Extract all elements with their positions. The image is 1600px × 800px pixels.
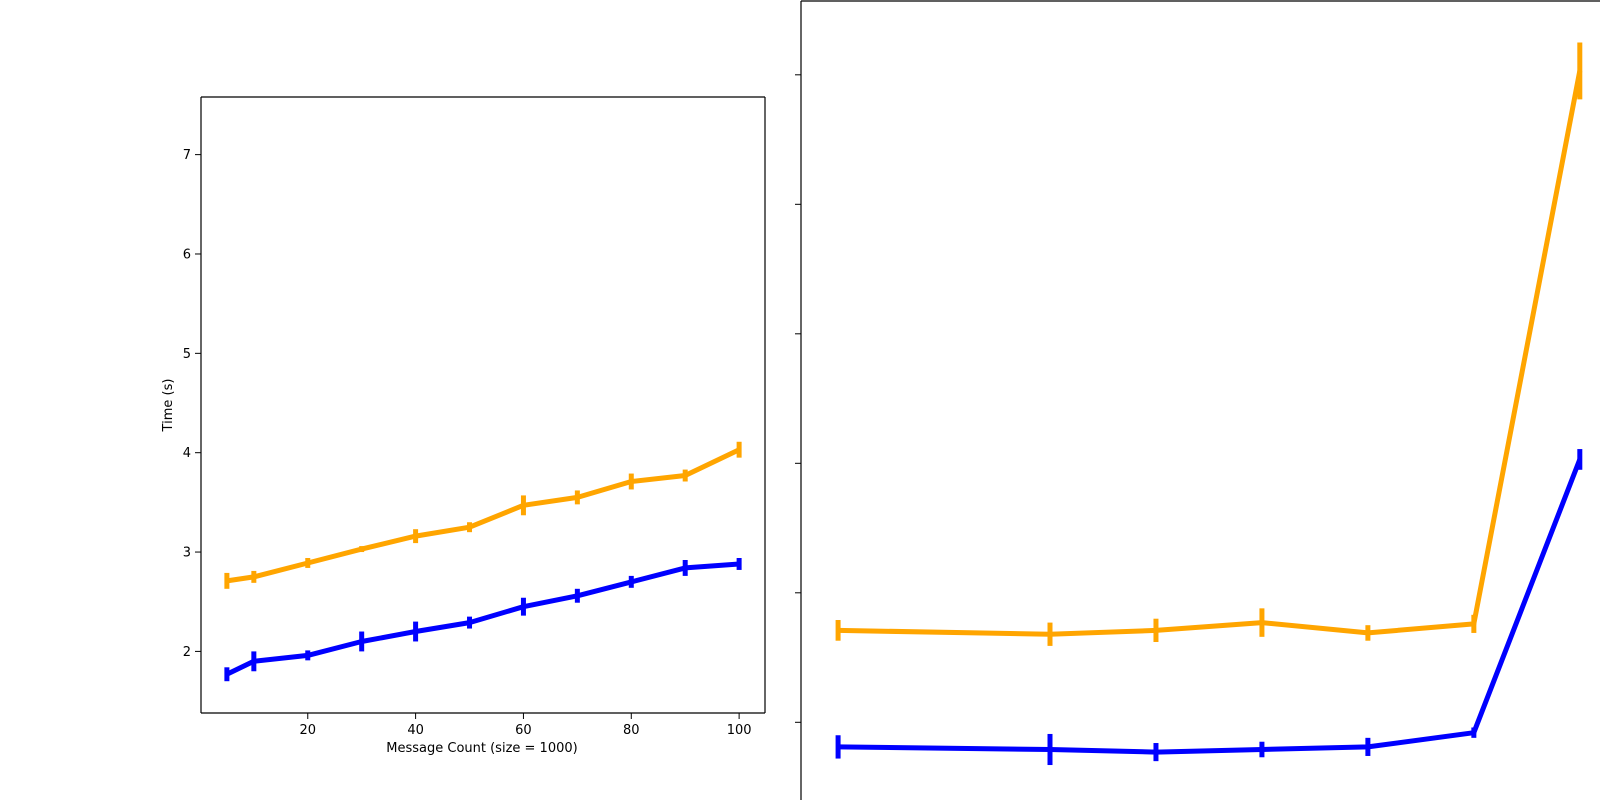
x-axis-label: Message Count (size = 1000) [386, 741, 577, 756]
x-tick-label-1: 40 [407, 723, 424, 738]
y-tick-label-1: 3 [183, 546, 191, 561]
series-1-line [838, 458, 1583, 755]
y-tick-label-0: 2 [183, 645, 191, 660]
x-tick-label-2: 60 [515, 723, 532, 738]
y-tick-label-2: 4 [183, 446, 191, 461]
right-chart [795, 0, 1600, 800]
series-1-line [225, 561, 740, 677]
series-0-line [838, 70, 1583, 637]
x-tick-label-3: 80 [623, 723, 640, 738]
left-chart: Message Count (size = 1000) Time (s) 2 3 4… [161, 96, 766, 756]
x-tick-label-0: 20 [299, 723, 316, 738]
y-tick-label-3: 5 [183, 347, 191, 362]
x-tick-label-4: 100 [727, 723, 752, 738]
y-tick-label-4: 6 [183, 247, 191, 262]
y-tick-label-5: 7 [183, 148, 191, 163]
series-0-line [226, 447, 741, 584]
y-axis-label: Time (s) [161, 379, 176, 433]
